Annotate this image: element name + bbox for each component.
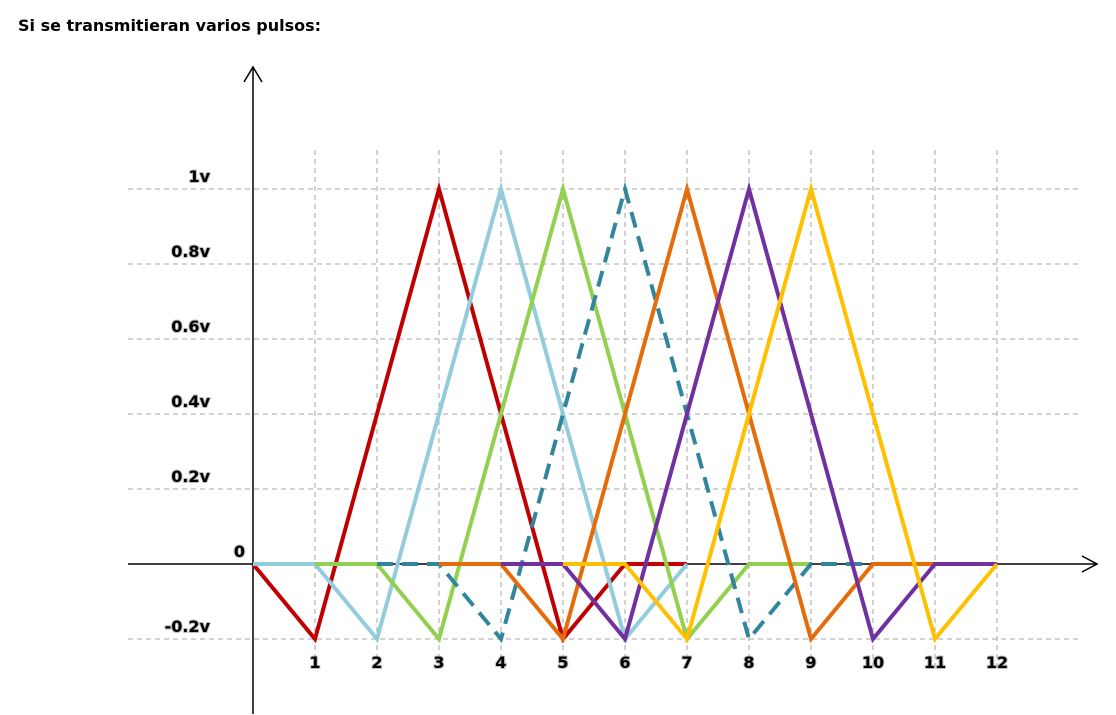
y-axis-arrow — [243, 65, 263, 83]
pulse-line-7 — [563, 181, 999, 644]
x-tick-label: 2 — [371, 653, 382, 672]
tick-labels: 1v0.8v0.6v0.4v0.2v0-0.2v1 2 3 4 5 6 7 8 9 10 11 12 — [164, 166, 1010, 673]
page-heading: Si se transmitieran varios pulsos: — [18, 16, 322, 35]
pulse-line-2 — [253, 181, 689, 644]
x-tick-label: 10 — [862, 653, 884, 672]
y-tick-label: 0.4v — [171, 392, 210, 411]
x-tick-label: 9 — [805, 653, 816, 672]
x-tick-label: 5 — [557, 653, 568, 672]
y-tick-label: 1v — [188, 167, 210, 186]
x-tick-label: 11 — [924, 653, 946, 672]
x-tick-label: 7 — [681, 653, 692, 672]
x-tick-label: 3 — [433, 653, 444, 672]
x-tick-label: 1 — [309, 653, 320, 672]
y-tick-label: 0.8v — [171, 242, 210, 261]
y-tick-label: 0.2v — [171, 467, 210, 486]
x-axis-arrow — [1081, 555, 1099, 573]
pulse-series — [251, 181, 999, 644]
y-tick-label: 0.6v — [171, 317, 210, 336]
y-tick-label: -0.2v — [165, 617, 211, 636]
x-tick-label: 8 — [743, 653, 754, 672]
x-tick-label: 4 — [495, 653, 506, 672]
x-tick-label: 6 — [619, 653, 630, 672]
x-tick-label: 12 — [986, 653, 1008, 672]
y-tick-label: 0 — [234, 542, 245, 561]
